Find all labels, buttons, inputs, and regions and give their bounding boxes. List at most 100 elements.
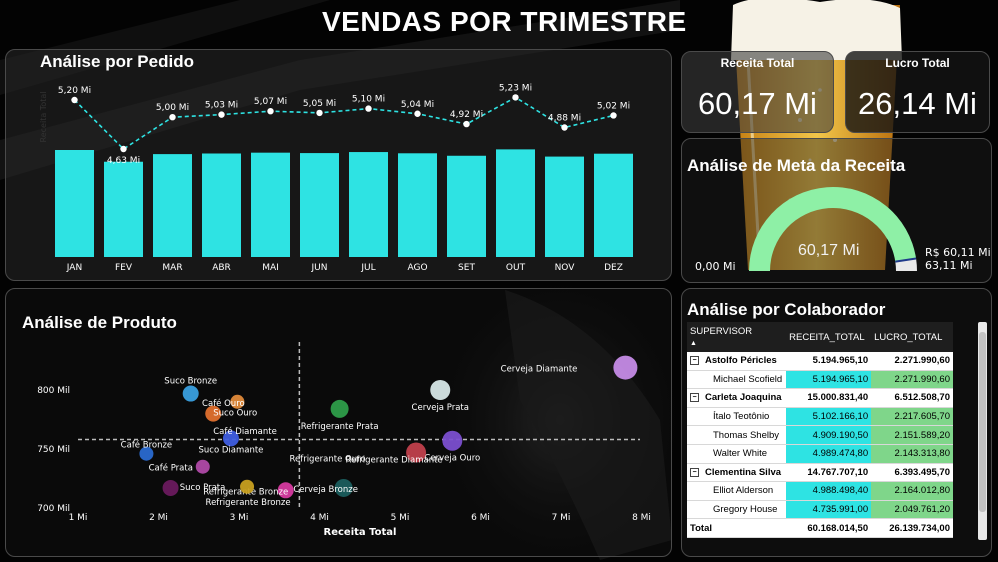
row-label: Carleta Joaquina (705, 392, 782, 404)
receita-cell: 4.989.474,80 (786, 444, 872, 464)
table-row[interactable]: Gregory House 4.735.991,00 2.049.761,20 (687, 500, 953, 520)
data-label: 5,02 Mi (597, 101, 630, 111)
x-tick-label: 6 Mi (471, 513, 490, 523)
table-row[interactable]: Ítalo Teotônio 5.102.166,10 2.217.605,70 (687, 407, 953, 427)
header-supervisor[interactable]: SUPERVISOR ▲ (687, 322, 787, 352)
bar (153, 154, 192, 257)
row-label: Clementina Silva (705, 466, 782, 478)
scatter-point (205, 405, 222, 422)
line-point (561, 124, 568, 131)
kpi-value: 60,17 Mi (698, 86, 817, 121)
bar (349, 152, 388, 257)
supervisor-cell: − Clementina Silva (687, 463, 787, 483)
collapse-icon[interactable]: − (690, 356, 699, 366)
line-point (267, 107, 274, 115)
supervisor-cell: Gregory House (687, 500, 787, 520)
table-group-row[interactable]: − Astolfo Péricles 5.194.965,10 2.271.990,6… (687, 352, 953, 371)
line-point (120, 145, 127, 153)
total-lucro: 26.139.734,00 (871, 518, 953, 538)
line-point (365, 105, 372, 112)
pedido-axis-title: Receita Total (39, 92, 48, 143)
supervisor-cell: Thomas Shelby (687, 425, 787, 445)
point-label: Café Ouro (202, 398, 245, 409)
data-label: 5,00 Mi (156, 103, 189, 113)
row-label: Ítalo Teotônio (713, 411, 770, 423)
table-group-row[interactable]: − Clementina Silva 14.767.707,10 6.393.495,… (687, 463, 953, 483)
revenue-gauge[interactable] (681, 138, 998, 281)
collapse-icon[interactable]: − (690, 393, 699, 403)
data-label: 4,88 Mi (548, 114, 581, 124)
lucro-cell: 2.271.990,60 (871, 370, 953, 390)
receita-cell: 4.988.498,40 (786, 481, 872, 501)
kpi-card-lucro: Lucro Total 26,14 Mi (845, 51, 990, 133)
x-tick-label: DEZ (604, 263, 623, 273)
x-tick-label: OUT (506, 263, 526, 273)
table-header: SUPERVISOR ▲ RECEITA_TOTAL LUCRO_TOTAL (687, 322, 953, 352)
point-label: Café Diamante (213, 426, 277, 437)
point-label: Café Prata (149, 463, 193, 474)
bar (104, 161, 143, 257)
x-tick-label: 3 Mi (230, 513, 249, 523)
table-scrollbar[interactable] (978, 322, 987, 540)
data-label: 4,92 Mi (450, 110, 483, 120)
table-row[interactable]: Michael Scofield 5.194.965,10 2.271.990,60 (687, 370, 953, 390)
kpi-label: Receita Total (720, 56, 795, 70)
line-point (463, 120, 470, 128)
scatter-point (195, 459, 210, 474)
bar (447, 155, 486, 257)
data-label: 5,10 Mi (352, 95, 385, 105)
data-label: 5,20 Mi (58, 86, 91, 96)
point-label: Suco Diamante (198, 445, 263, 455)
pedido-title: Análise por Pedido (40, 52, 194, 71)
produto-title: Análise de Produto (22, 313, 177, 332)
kpi-card-receita: Receita Total 60,17 Mi (681, 51, 834, 133)
scatter-point (182, 385, 199, 402)
row-label: Michael Scofield (713, 373, 783, 385)
gauge-max-label: 63,11 Mi (925, 259, 973, 272)
gauge-fill (749, 187, 917, 271)
table-row[interactable]: Thomas Shelby 4.909.190,50 2.151.589,20 (687, 425, 953, 445)
collapse-icon[interactable]: − (690, 467, 699, 477)
scatter-point (334, 478, 353, 497)
row-label: Thomas Shelby (713, 429, 780, 441)
receita-cell: 14.767.707,10 (786, 463, 872, 483)
y-tick-label: 750 Mil (37, 445, 70, 455)
data-label: 5,07 Mi (254, 97, 287, 107)
line-point (414, 110, 421, 117)
table-row[interactable]: Walter White 4.989.474,80 2.143.313,80 (687, 444, 953, 464)
header-receita[interactable]: RECEITA_TOTAL (786, 322, 872, 352)
scatter-point (330, 399, 349, 418)
x-tick-label: JAN (66, 263, 82, 273)
line-point (512, 94, 519, 101)
point-label: Suco Prata (180, 483, 226, 493)
x-tick-label: AGO (407, 263, 427, 273)
line-point (218, 111, 225, 118)
y-tick-label: 700 Mil (37, 504, 70, 514)
lucro-cell: 2.151.589,20 (871, 425, 953, 445)
data-label: 5,05 Mi (303, 99, 336, 109)
point-label: Cerveja Bronze (293, 485, 358, 495)
x-tick-label: FEV (115, 263, 133, 273)
table-body: − Astolfo Péricles 5.194.965,10 2.271.990,6… (687, 352, 953, 538)
data-label: 5,23 Mi (499, 83, 532, 93)
lucro-cell: 2.143.313,80 (871, 444, 953, 464)
produto-chart[interactable]: 1 Mi 2 Mi 3 Mi 4 Mi 5 Mi 6 Mi 7 Mi 8 Mi 700 Mil 7… (0, 0, 680, 562)
header-lucro[interactable]: LUCRO_TOTAL (871, 322, 953, 352)
scatter-point (139, 446, 154, 461)
line-point (71, 96, 78, 104)
table-row[interactable]: Elliot Alderson 4.988.498,40 2.164.012,80 (687, 481, 953, 501)
supervisor-cell: Michael Scofield (687, 370, 787, 390)
receita-cell: 5.194.965,10 (786, 352, 872, 371)
point-label: Suco Ouro (213, 409, 257, 419)
total-receita: 60.168.014,50 (786, 518, 872, 538)
point-label: Refrigerante Diamante (346, 456, 443, 466)
x-tick-label: 4 Mi (310, 513, 329, 523)
sort-icon: ▲ (690, 340, 697, 347)
table-group-row[interactable]: − Carleta Joaquina 15.000.831,40 6.512.508,… (687, 388, 953, 408)
scrollbar-thumb[interactable] (979, 332, 986, 512)
line-point (169, 113, 176, 121)
pedido-chart[interactable]: Receita Total JAN FEV MAR ABR MAI JUN JUL AGO SET… (0, 0, 680, 280)
gauge-min-label: 0,00 Mi (695, 260, 736, 273)
table-total-row: Total 60.168.014,50 26.139.734,00 (687, 518, 953, 538)
point-label: Refrigerante Bronze (206, 498, 291, 508)
